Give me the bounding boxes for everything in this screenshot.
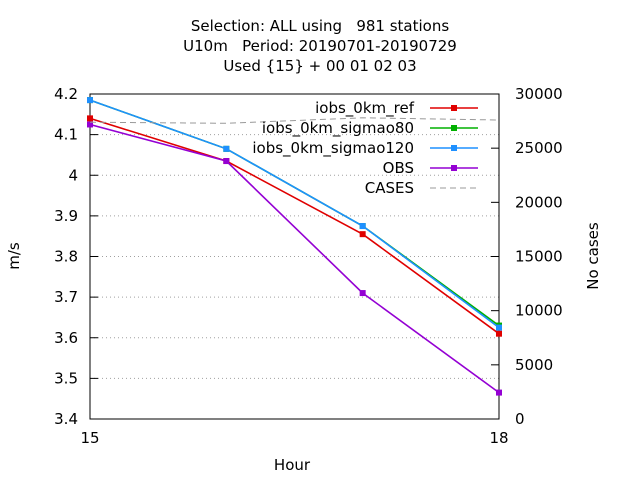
data-point [223,145,230,152]
series-group [87,97,502,396]
series-line-OBS [89,123,500,394]
y2-tick-label: 10000 [515,302,563,320]
y-tick-label: 3.4 [54,410,78,428]
y2-tick-label: 20000 [515,193,563,211]
data-point [87,97,93,104]
legend: iobs_0km_refiobs_0km_sigmao80iobs_0km_si… [252,99,478,197]
gridlines [90,134,499,379]
y-tick-label: 3.7 [54,288,78,306]
y2-tick-label: 15000 [515,248,563,266]
series-line-iobs_0km_ref [89,117,500,335]
chart-title-line-2: U10m Period: 20190701-20190729 [183,37,457,55]
legend-swatch-point [451,105,457,111]
x-axis-label: Hour [274,456,311,474]
legend-label: CASES [365,179,414,197]
y2-tick-label: 25000 [515,139,563,157]
y-tick-label: 4.2 [54,85,78,103]
y-tick-label: 4.1 [54,126,78,144]
data-point [87,115,93,122]
y2-tick-label: 0 [515,410,525,428]
x-tick-label: 18 [489,429,508,447]
series-line-iobs_0km_sigmao120 [89,99,500,329]
y2-tick-label: 30000 [515,85,563,103]
legend-swatch-point [451,165,457,171]
y2-axis-label: No cases [584,222,602,290]
axis-ticks: 3.4 3.5 3.6 3.7 3.8 3.9 4 4.1 4.2 0 5000 10000 15000… [54,85,563,447]
y2-tick-label: 5000 [515,356,553,374]
legend-label: OBS [383,159,414,177]
data-point [87,121,93,128]
chart-title-line-1: Selection: ALL using 981 stations [190,17,450,35]
y-tick-label: 3.5 [54,369,78,387]
y-tick-label: 3.6 [54,329,78,347]
data-point [496,389,502,396]
legend-swatch-point [451,145,457,151]
data-point [359,231,366,238]
y-tick-label: 4 [68,166,78,184]
data-point [223,158,230,165]
data-point [359,290,366,297]
plot-frame [89,93,500,420]
legend-swatch-point [451,125,457,131]
series-line-CASES [89,117,500,124]
data-point [359,223,366,230]
y-tick-label: 3.9 [54,207,78,225]
data-point [496,324,502,331]
y-axis-label: m/s [5,242,23,270]
chart-title-line-3: Used {15} + 00 01 02 03 [223,57,417,75]
legend-label: iobs_0km_ref [315,99,415,118]
legend-label: iobs_0km_sigmao120 [252,139,414,158]
data-point [496,330,502,337]
x-tick-label: 15 [80,429,99,447]
legend-label: iobs_0km_sigmao80 [262,119,414,138]
y-tick-label: 3.8 [54,248,78,266]
